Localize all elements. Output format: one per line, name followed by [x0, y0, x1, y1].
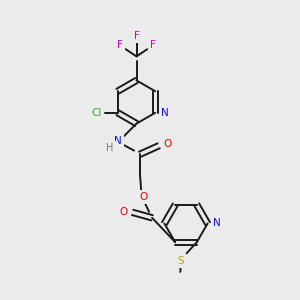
- Text: O: O: [120, 207, 128, 217]
- Text: N: N: [213, 218, 221, 229]
- Text: O: O: [139, 192, 147, 202]
- Text: F: F: [150, 40, 156, 50]
- Text: N: N: [114, 136, 122, 146]
- Text: N: N: [160, 108, 168, 118]
- Text: H: H: [106, 142, 114, 153]
- Text: O: O: [163, 139, 172, 149]
- Text: F: F: [134, 31, 140, 41]
- Text: F: F: [117, 40, 123, 50]
- Text: S: S: [177, 256, 184, 266]
- Text: Cl: Cl: [92, 108, 102, 118]
